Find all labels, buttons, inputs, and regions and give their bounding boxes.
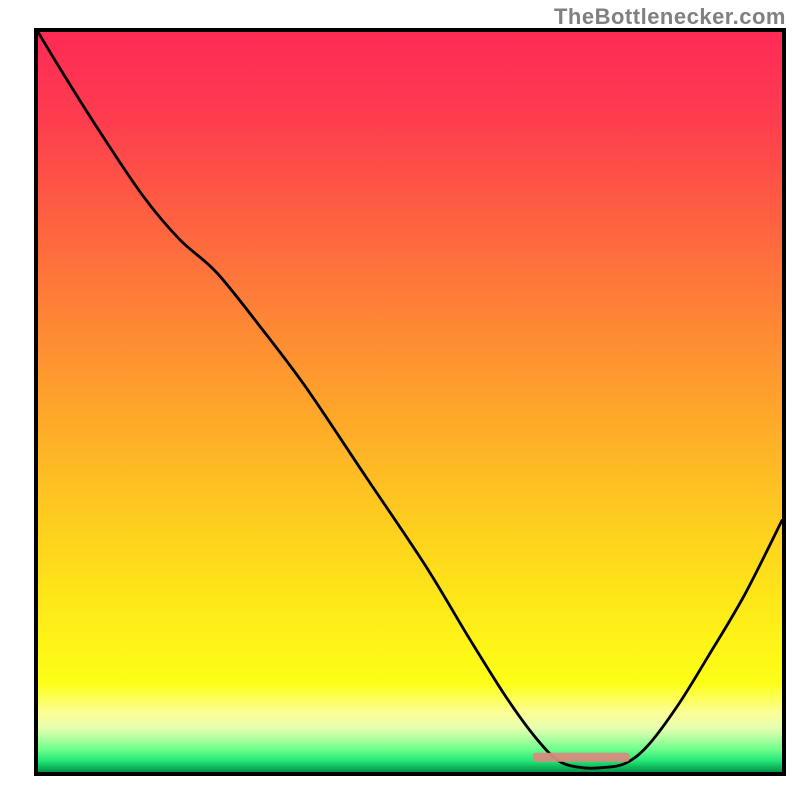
watermark-text: TheBottlenecker.com (554, 4, 786, 30)
chart-container: TheBottlenecker.com (0, 0, 800, 800)
bottleneck-chart (0, 0, 800, 800)
plot-background (38, 32, 782, 772)
minimum-marker-band (533, 753, 630, 762)
